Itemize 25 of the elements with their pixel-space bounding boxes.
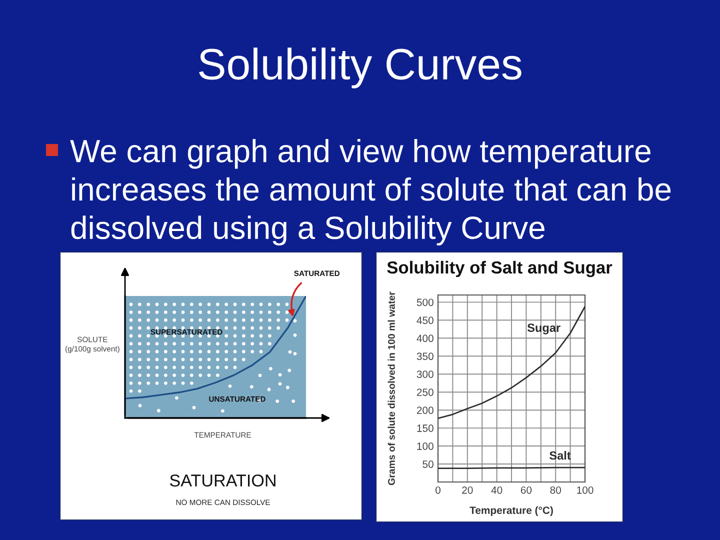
y-tick-label: 350 xyxy=(416,352,434,360)
x-tick-label: 100 xyxy=(577,486,594,494)
y-tick-label: 400 xyxy=(416,334,434,342)
y-tick-label: 150 xyxy=(417,424,434,432)
x-tick-label: 60 xyxy=(520,486,532,494)
series-label: Salt xyxy=(550,451,571,460)
text: Solubility Curves xyxy=(199,48,522,88)
text: SATURATION xyxy=(170,474,276,487)
y-tick-label: 450 xyxy=(416,316,434,324)
x-axis-title: Temperature (°C) xyxy=(470,506,553,516)
y-tick-label: 250 xyxy=(416,388,434,396)
y-tick-label: 200 xyxy=(416,406,434,414)
y-tick-label: 500 xyxy=(416,298,434,306)
x-tick-label: 40 xyxy=(491,486,502,494)
x-tick-label: 20 xyxy=(462,486,473,494)
y-tick-label: 100 xyxy=(417,442,434,450)
y-tick-label: 50 xyxy=(422,460,434,468)
x-tick-label: 80 xyxy=(550,486,561,494)
x-tick-label: 0 xyxy=(436,486,440,494)
chart-title: Solubility of Salt and Sugar xyxy=(387,260,612,278)
text: We can graph and view how temperature increases the amount of solute that can be dissolved using a Solubility Curve xyxy=(70,139,671,246)
y-tick-label: 300 xyxy=(416,370,434,378)
line-series xyxy=(438,306,585,420)
series-label: Sugar xyxy=(527,324,560,334)
y-axis-title: Grams of solute dissolved in 100 ml water xyxy=(388,292,395,486)
